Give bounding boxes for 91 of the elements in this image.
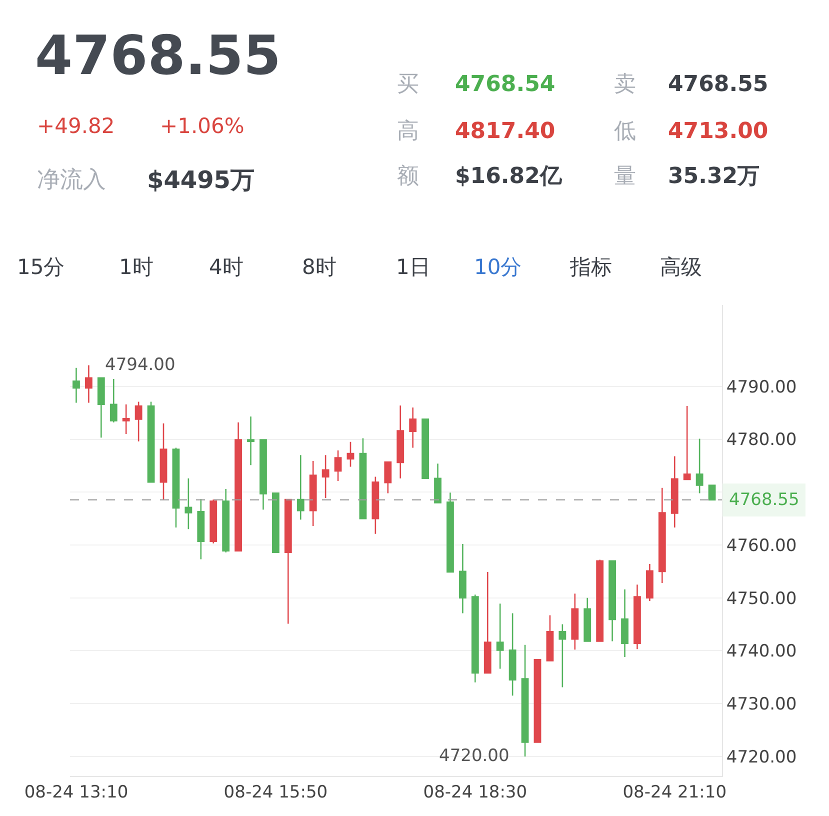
- text: 10分: [474, 255, 522, 279]
- candlestick: [222, 488, 230, 554]
- candlestick: [372, 476, 380, 535]
- text: 低: [614, 119, 636, 144]
- text: 4768.54: [455, 72, 556, 97]
- ref-line-label: 4768.55: [729, 490, 800, 510]
- candlestick: [584, 597, 592, 642]
- candlestick: [558, 624, 566, 688]
- candlestick: [596, 559, 604, 642]
- text: 4768.55: [35, 24, 281, 87]
- candlestick: [422, 418, 429, 480]
- candlestick: [546, 614, 554, 662]
- text: 高: [397, 119, 419, 144]
- candlestick: [296, 454, 304, 520]
- candlestick: [446, 492, 454, 573]
- text: +1.06%: [160, 114, 244, 138]
- candlestick: [284, 498, 292, 624]
- candlestick: [172, 447, 180, 528]
- candlestick: [346, 441, 354, 468]
- candlestick: [708, 484, 716, 500]
- candlestick: [521, 644, 529, 758]
- text: $4495万: [147, 166, 254, 194]
- candlestick: [471, 594, 479, 684]
- candlestick: [571, 592, 579, 650]
- text: $16.82亿: [455, 164, 563, 189]
- text: 35.32万: [668, 164, 760, 189]
- x-tick-label: 08-24 13:10: [24, 782, 128, 802]
- candlestick: [634, 584, 641, 650]
- annotation: 4794.00: [105, 355, 176, 375]
- x-tick-label: 08-24 21:10: [622, 782, 727, 802]
- candlestick: [184, 478, 192, 530]
- text: 买: [397, 72, 419, 97]
- candlestick: [396, 404, 404, 480]
- candlestick: [683, 405, 691, 480]
- text: 额: [397, 164, 419, 189]
- candlestick: [484, 571, 492, 674]
- candlestick: [696, 438, 704, 494]
- candlestick: [122, 404, 130, 435]
- y-tick-label: 4740.00: [726, 642, 797, 662]
- y-tick-label: 4780.00: [726, 430, 797, 450]
- text: 15分: [17, 255, 65, 279]
- text: 净流入: [37, 167, 106, 193]
- candlestick: [496, 603, 504, 670]
- x-tick-label: 08-24 15:50: [224, 782, 328, 802]
- text: +49.82: [37, 114, 115, 138]
- candlestick: [621, 588, 628, 658]
- text: 4时: [209, 255, 244, 279]
- text: 1时: [119, 255, 154, 279]
- y-tick-label: 4750.00: [726, 588, 797, 609]
- candlestick: [85, 364, 92, 404]
- candlestick: [309, 460, 317, 527]
- candlestick: [197, 498, 205, 560]
- candlestick: [160, 422, 168, 501]
- candlestick: [409, 406, 417, 448]
- candlestick: [384, 461, 392, 494]
- text: 卖: [614, 72, 636, 97]
- y-tick-label: 4720.00: [726, 747, 797, 768]
- candlestick: [134, 401, 142, 442]
- candlestick: [97, 377, 105, 438]
- y-tick-label: 4790.00: [726, 377, 797, 398]
- candlestick: [658, 487, 666, 584]
- chart-title: 4768.55: [668, 72, 768, 97]
- candlestick: [260, 439, 267, 510]
- text: 4713.00: [668, 119, 768, 144]
- candlestick: [334, 450, 342, 482]
- candlestick: [234, 422, 242, 552]
- candlestick: [147, 401, 155, 483]
- text: 8时: [302, 255, 336, 279]
- candlestick: [110, 378, 118, 423]
- y-tick-label: 4760.00: [726, 536, 797, 556]
- text: 量: [614, 164, 636, 189]
- candlestick: [646, 563, 654, 602]
- candlestick: [322, 454, 330, 499]
- text: 1日: [396, 255, 430, 279]
- candlestick: [210, 498, 218, 544]
- x-tick-label: 08-24 18:30: [423, 782, 528, 802]
- y-tick-label: 4730.00: [726, 694, 797, 715]
- annotation: 4720.00: [439, 746, 510, 766]
- text: 高级: [660, 255, 702, 279]
- candlestick: [434, 462, 442, 504]
- candlestick: [72, 367, 80, 404]
- candlestick: [458, 543, 466, 614]
- text: 4817.40: [455, 119, 556, 144]
- candlestick: [272, 492, 280, 554]
- candlestick: [670, 456, 678, 528]
- candlestick: [534, 659, 542, 743]
- text: 指标: [569, 255, 612, 279]
- candlestick: [508, 612, 516, 696]
- candlestick: [359, 438, 367, 520]
- candlestick: [247, 416, 254, 466]
- candlestick: [608, 560, 616, 642]
